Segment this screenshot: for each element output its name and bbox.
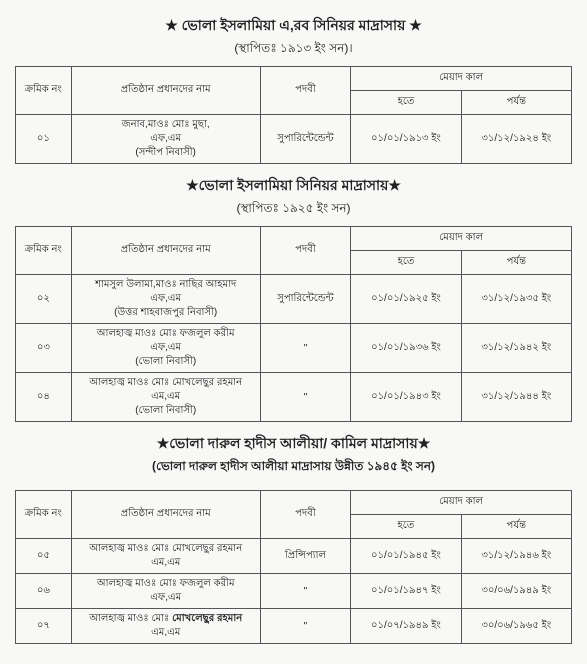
- cell-name: শামসুল উলামা,মাওঃ নাছির আহমাদ এফ,এম (উত্…: [71, 275, 260, 324]
- th-name: প্রতিষ্ঠান প্রধানদের নাম: [71, 491, 260, 539]
- th-period: মেয়াদ কাল: [351, 491, 572, 515]
- table3: ক্রমিক নং প্রতিষ্ঠান প্রধানদের নাম পদবী …: [15, 490, 572, 644]
- cell-name: আলহাজ্ব মাওঃ মোঃ মোখলেছুর রহমান এম,এম: [71, 609, 260, 644]
- cell-name: আলহাজ্ব মাওঃ মোঃ মোখলেছুর রহমান এম,এম: [71, 539, 260, 574]
- cell-post: ": [260, 574, 350, 609]
- th-to: পর্যন্ত: [461, 91, 571, 115]
- cell-to: ৩০/০৬/১৯৪৯ ইং: [461, 574, 571, 609]
- table1-header-row1: ক্রমিক নং প্রতিষ্ঠান প্রধানদের নাম পদবী …: [16, 67, 572, 91]
- name-line1: শামসুল উলামা,মাওঃ নাছির আহমাদ: [95, 279, 236, 290]
- cell-serial: ০১: [16, 115, 72, 164]
- cell-post: সুপারিন্টেন্ডেন্ট: [260, 275, 351, 324]
- cell-from: ০১/০১/১৯১৩ ইং: [351, 115, 461, 164]
- table-row: ০৬ আলহাজ্ব মাওঃ মোঃ ফজলুল করীম এফ,এম " ০…: [16, 574, 572, 609]
- th-to: পর্যন্ত: [461, 515, 571, 539]
- name-line2: এম,এম: [151, 627, 180, 638]
- cell-post: সুপারিন্টেন্ডেন্ট: [260, 115, 351, 164]
- th-to: পর্যন্ত: [461, 251, 571, 275]
- section2-subtitle: (স্থাপিতঃ ১৯২৫ ইং সন): [15, 200, 572, 220]
- name-line3: (সন্দীপ নিবাসী): [135, 147, 195, 158]
- cell-serial: ০৬: [16, 574, 72, 609]
- name-line2: এফ,এম: [150, 592, 181, 603]
- cell-to: ৩১/১২/১৯৩৫ ইং: [461, 275, 571, 324]
- cell-name: জনাব,মাওঃ মোঃ মুছা, এফ,এম (সন্দীপ নিবাসী…: [71, 115, 260, 164]
- th-from: হতে: [351, 251, 461, 275]
- cell-serial: ০৩: [16, 324, 72, 373]
- cell-to: ৩০/০৬/১৯৬৫ ইং: [461, 609, 571, 644]
- name-line2: এম,এম: [151, 391, 180, 402]
- section2-title: ★ভোলা ইসলামিয়া সিনিয়র মাদ্রাসায়★: [15, 174, 572, 198]
- cell-from: ০১/০১/১৯২৫ ইং: [351, 275, 461, 324]
- table2: ক্রমিক নং প্রতিষ্ঠান প্রধানদের নাম পদবী …: [15, 226, 572, 422]
- section3-title: ★ভোলা দারুল হাদীস আলীয়া/ কামিল মাদ্রাসা…: [15, 432, 572, 456]
- table-row: ০২ শামসুল উলামা,মাওঃ নাছির আহমাদ এফ,এম (…: [16, 275, 572, 324]
- th-from: হতে: [351, 91, 461, 115]
- name-line1-part1: আলহাজ্ব মাওঃ মোঃ: [89, 613, 172, 624]
- th-serial: ক্রমিক নং: [16, 67, 72, 115]
- th-serial: ক্রমিক নং: [16, 227, 72, 275]
- th-period: মেয়াদ কাল: [351, 67, 572, 91]
- cell-from: ০১/০১/১৯৪৫ ইং: [351, 539, 461, 574]
- cell-to: ৩১/১২/১৯২৪ ইং: [461, 115, 571, 164]
- name-line1-part2: মোখলেছুর রহমান: [172, 613, 242, 624]
- cell-post: ": [260, 373, 351, 422]
- th-name: প্রতিষ্ঠান প্রধানদের নাম: [71, 227, 260, 275]
- name-line1: আলহাজ্ব মাওঃ মোঃ ফজলুল করীম: [97, 578, 235, 589]
- name-line2: এম,এম: [151, 557, 180, 568]
- th-from: হতে: [351, 515, 461, 539]
- name-line2: এফ,এম: [150, 293, 181, 304]
- cell-serial: ০৫: [16, 539, 72, 574]
- name-line3: (ভোলা নিবাসী): [135, 405, 196, 416]
- th-post: পদবী: [260, 491, 350, 539]
- th-post: পদবী: [260, 67, 351, 115]
- table1: ক্রমিক নং প্রতিষ্ঠান প্রধানদের নাম পদবী …: [15, 66, 572, 164]
- cell-to: ৩১/১২/১৯৪৪ ইং: [461, 373, 571, 422]
- cell-from: ০১/০৭/১৯৪৯ ইং: [351, 609, 461, 644]
- table2-header-row1: ক্রমিক নং প্রতিষ্ঠান প্রধানদের নাম পদবী …: [16, 227, 572, 251]
- name-line1: জনাব,মাওঃ মোঃ মুছা,: [122, 119, 210, 130]
- th-serial: ক্রমিক নং: [16, 491, 72, 539]
- table-row: ০৩ আলহাজ্ব মাওঃ মোঃ ফজলুল করীম এফ,এম (ভো…: [16, 324, 572, 373]
- cell-to: ৩১/১২/১৯৪২ ইং: [461, 324, 571, 373]
- cell-from: ০১/০১/১৯৪৭ ইং: [351, 574, 461, 609]
- name-line3: (উত্তর শাহবাজপুর নিবাসী): [114, 307, 217, 318]
- cell-post: প্রিন্সিপ্যাল: [260, 539, 350, 574]
- cell-post: ": [260, 609, 350, 644]
- th-name: প্রতিষ্ঠান প্রধানদের নাম: [71, 67, 260, 115]
- name-line2: এফ,এম: [150, 342, 181, 353]
- cell-serial: ০৪: [16, 373, 72, 422]
- th-period: মেয়াদ কাল: [351, 227, 572, 251]
- name-line1: আলহাজ্ব মাওঃ মোঃ মোখলেছুর রহমান: [89, 543, 242, 554]
- name-line1: আলহাজ্ব মাওঃ মোঃ ফজলুল করীম: [97, 328, 235, 339]
- cell-name: আলহাজ্ব মাওঃ মোঃ ফজলুল করীম এফ,এম: [71, 574, 260, 609]
- cell-from: ০১/০১/১৯৩৬ ইং: [351, 324, 461, 373]
- name-line2: এফ,এম: [150, 133, 181, 144]
- th-post: পদবী: [260, 227, 351, 275]
- table-row: ০৭ আলহাজ্ব মাওঃ মোঃ মোখলেছুর রহমান এম,এম…: [16, 609, 572, 644]
- name-line3: (ভোলা নিবাসী): [135, 356, 196, 367]
- table-row: ০১ জনাব,মাওঃ মোঃ মুছা, এফ,এম (সন্দীপ নিব…: [16, 115, 572, 164]
- name-line1: আলহাজ্ব মাওঃ মোঃ মোখলেছুর রহমান: [89, 377, 242, 388]
- section3-subtitle: (ভোলা দারুল হাদীস আলীয়া মাদ্রাসায় উন্ন…: [15, 458, 572, 478]
- cell-to: ৩১/১২/১৯৪৬ ইং: [461, 539, 571, 574]
- section1-title: ★ ভোলা ইসলামিয়া এ,রব সিনিয়র মাদ্রাসায়…: [15, 14, 572, 38]
- cell-name: আলহাজ্ব মাওঃ মোঃ মোখলেছুর রহমান এম,এম (ভ…: [71, 373, 260, 422]
- cell-name: আলহাজ্ব মাওঃ মোঃ ফজলুল করীম এফ,এম (ভোলা …: [71, 324, 260, 373]
- section1-subtitle: (স্থাপিতঃ ১৯১৩ ইং সন)।: [15, 40, 572, 60]
- table-row: ০৪ আলহাজ্ব মাওঃ মোঃ মোখলেছুর রহমান এম,এম…: [16, 373, 572, 422]
- table3-header-row1: ক্রমিক নং প্রতিষ্ঠান প্রধানদের নাম পদবী …: [16, 491, 572, 515]
- cell-post: ": [260, 324, 351, 373]
- cell-from: ০১/০১/১৯৪৩ ইং: [351, 373, 461, 422]
- table-row: ০৫ আলহাজ্ব মাওঃ মোঃ মোখলেছুর রহমান এম,এম…: [16, 539, 572, 574]
- cell-serial: ০২: [16, 275, 72, 324]
- cell-serial: ০৭: [16, 609, 72, 644]
